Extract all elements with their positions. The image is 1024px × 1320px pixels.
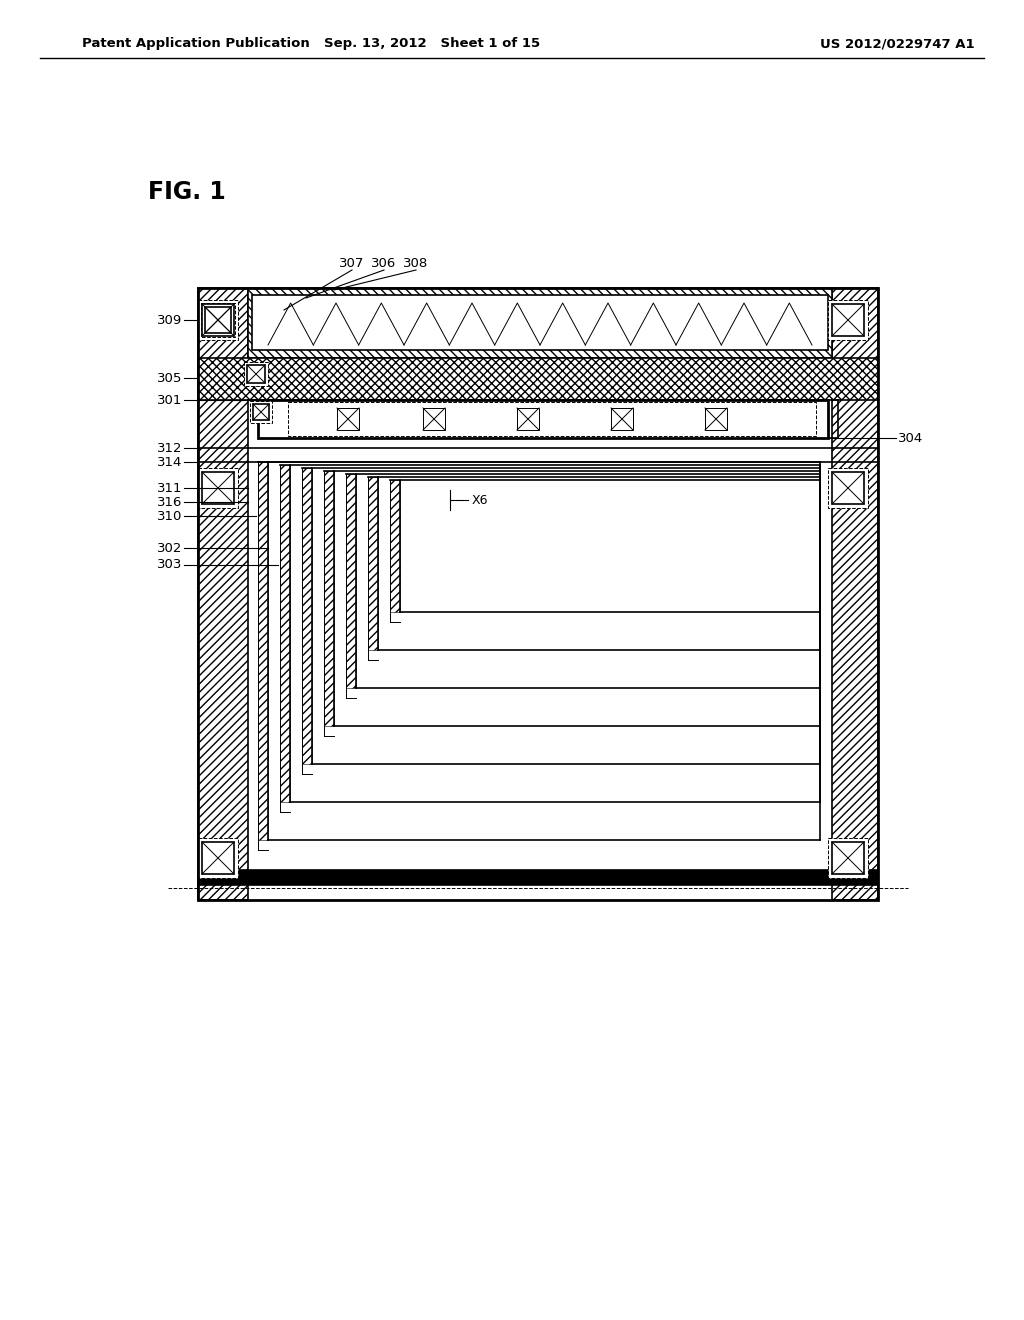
Bar (198, 300, 238, 341)
Text: 316: 316 (157, 495, 182, 508)
Bar (828, 838, 868, 878)
Bar (831, 473, 864, 504)
Bar (250, 401, 272, 422)
Bar (202, 304, 234, 337)
Bar (302, 469, 312, 764)
Bar (247, 366, 265, 383)
Bar (201, 304, 234, 337)
Text: 302: 302 (157, 541, 182, 554)
Bar (280, 465, 290, 803)
Text: 305: 305 (157, 371, 182, 384)
Bar (611, 408, 633, 430)
Bar (198, 288, 878, 900)
Text: 314: 314 (157, 455, 182, 469)
Text: 310: 310 (157, 510, 182, 523)
Bar (248, 288, 831, 358)
Text: 308: 308 (403, 257, 429, 271)
Text: 304: 304 (898, 432, 924, 445)
Bar (517, 408, 539, 430)
Bar (346, 474, 356, 688)
Bar (831, 842, 864, 874)
Bar (205, 308, 231, 333)
Bar (337, 408, 359, 430)
Text: X6: X6 (472, 494, 488, 507)
Text: 312: 312 (157, 441, 182, 454)
Text: 307: 307 (339, 257, 365, 271)
Bar (390, 480, 400, 612)
Bar (705, 408, 727, 430)
Text: X1: X1 (212, 314, 228, 326)
Text: US 2012/0229747 A1: US 2012/0229747 A1 (820, 37, 975, 50)
Bar (244, 362, 268, 385)
Text: X5: X5 (358, 414, 375, 428)
Text: Patent Application Publication: Patent Application Publication (82, 37, 309, 50)
Bar (198, 469, 238, 508)
Bar (423, 408, 445, 430)
Text: 309: 309 (157, 314, 182, 326)
Text: FIG. 1: FIG. 1 (148, 180, 225, 205)
Text: X3: X3 (248, 374, 264, 387)
Bar (258, 400, 828, 438)
Bar (368, 477, 378, 649)
Bar (258, 462, 268, 840)
Text: 303: 303 (157, 558, 182, 572)
Bar (252, 294, 828, 350)
Bar (198, 870, 878, 884)
Bar (253, 404, 269, 420)
Text: 311: 311 (157, 482, 182, 495)
Text: 306: 306 (372, 257, 396, 271)
Text: X2: X2 (216, 494, 232, 507)
Bar (831, 304, 864, 337)
Text: X4: X4 (254, 412, 270, 425)
Bar (202, 473, 234, 504)
Bar (831, 288, 878, 900)
Text: X2: X2 (220, 494, 237, 507)
Bar (202, 842, 234, 874)
Bar (324, 471, 334, 726)
Bar (198, 358, 878, 400)
Text: 301: 301 (157, 393, 182, 407)
Bar (828, 469, 868, 508)
Text: Sep. 13, 2012   Sheet 1 of 15: Sep. 13, 2012 Sheet 1 of 15 (324, 37, 540, 50)
Bar (198, 838, 238, 878)
Bar (198, 288, 248, 900)
Bar (828, 300, 868, 341)
Bar (288, 403, 816, 436)
